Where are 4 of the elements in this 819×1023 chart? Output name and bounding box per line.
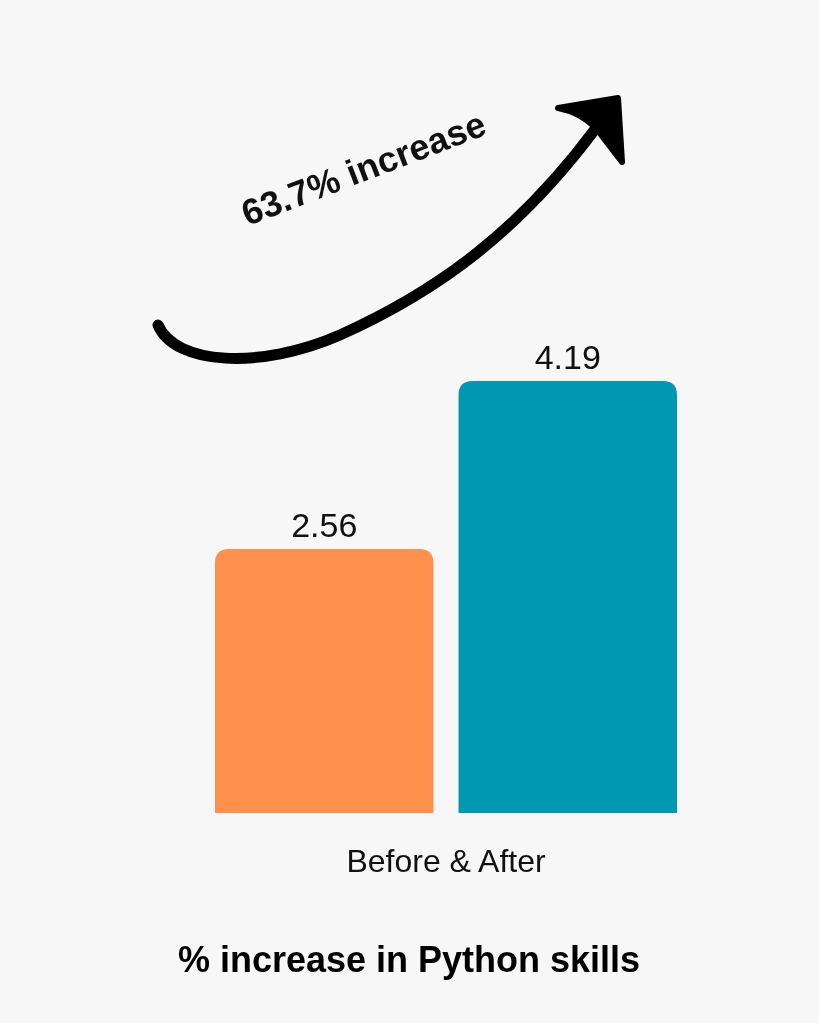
text: % increase in Python skills <box>177 939 641 980</box>
x-axis-title: Before & After <box>346 843 546 879</box>
data-label: 4.19 <box>534 338 601 376</box>
data-label: 2.56 <box>291 506 358 545</box>
